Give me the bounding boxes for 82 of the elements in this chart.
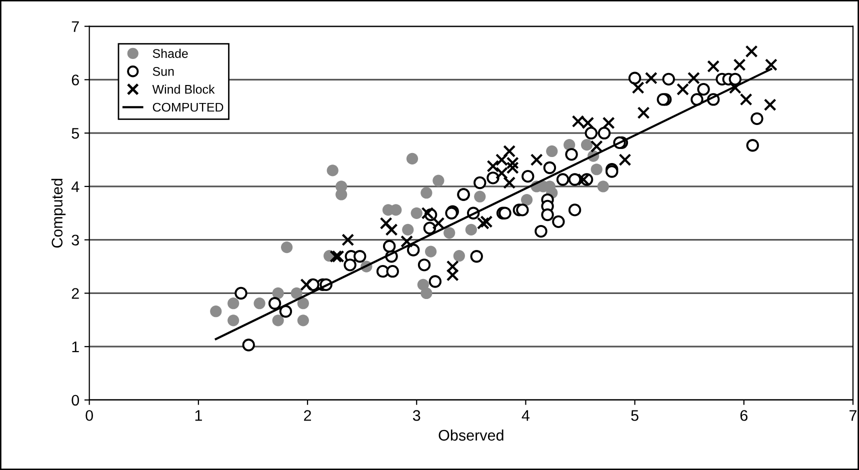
point — [486, 160, 500, 172]
point — [421, 206, 434, 220]
point — [297, 314, 309, 326]
point — [453, 250, 465, 262]
point — [228, 314, 240, 326]
point — [254, 298, 266, 310]
point — [632, 81, 644, 94]
x-tick-label: 4 — [522, 410, 530, 421]
x-tick-label: 6 — [740, 410, 748, 421]
point — [506, 162, 519, 174]
point — [590, 164, 602, 176]
point — [424, 246, 437, 258]
legend-label: Shade — [152, 48, 188, 58]
y-tick-label: 4 — [71, 181, 80, 192]
y-tick-label: 5 — [72, 128, 79, 139]
y-tick-label: 6 — [72, 74, 79, 86]
point — [530, 154, 543, 166]
x-axis-title: Observed — [438, 429, 504, 441]
x-tick-label: 5 — [631, 410, 638, 421]
point — [676, 83, 690, 96]
legend-label: COMPUTED — [152, 102, 224, 112]
point — [228, 298, 240, 310]
point — [602, 116, 615, 130]
point — [402, 224, 414, 236]
point — [637, 106, 650, 120]
point — [728, 81, 742, 94]
y-tick-label: 0 — [72, 394, 80, 406]
point — [420, 287, 432, 300]
y-tick-label: 7 — [72, 21, 79, 32]
point — [707, 60, 720, 73]
point — [503, 144, 516, 158]
point — [406, 152, 418, 165]
point — [733, 58, 746, 72]
point — [446, 268, 459, 282]
point — [597, 180, 609, 192]
point — [764, 58, 778, 72]
point — [272, 287, 284, 300]
y-tick-label: 2 — [72, 288, 79, 299]
point — [420, 187, 432, 199]
point — [342, 234, 354, 246]
point — [326, 164, 338, 176]
x-tick-label: 0 — [86, 410, 93, 421]
point — [476, 217, 490, 230]
point — [385, 223, 398, 236]
point — [300, 278, 313, 291]
point — [297, 298, 309, 310]
y-tick-label: 1 — [72, 342, 79, 352]
point — [280, 241, 293, 254]
point — [590, 140, 603, 153]
point — [503, 176, 516, 189]
point — [546, 145, 558, 158]
point — [618, 154, 632, 166]
point — [400, 235, 414, 248]
point — [432, 174, 444, 186]
point — [474, 190, 486, 202]
point — [210, 306, 222, 318]
point — [465, 224, 477, 236]
legend-label: Sun — [152, 67, 174, 76]
point — [444, 227, 456, 239]
point — [380, 217, 392, 230]
point — [272, 314, 284, 326]
point — [480, 215, 493, 228]
point — [520, 194, 533, 206]
point — [577, 173, 590, 186]
point — [290, 287, 302, 300]
y-axis-title: Computed — [51, 178, 66, 248]
point — [740, 93, 752, 106]
point — [495, 166, 508, 180]
point — [410, 207, 422, 219]
legend-label: Wind Block — [152, 84, 215, 94]
point — [764, 98, 776, 112]
x-tick-label: 1 — [195, 410, 202, 421]
point — [580, 139, 593, 151]
x-tick-label: 7 — [850, 410, 856, 421]
point — [432, 217, 445, 230]
point — [644, 72, 658, 84]
point — [446, 260, 459, 273]
x-tick-label: 2 — [304, 410, 312, 421]
x-tick-label: 3 — [412, 410, 420, 421]
y-tick-label: 3 — [72, 234, 79, 246]
point — [745, 45, 758, 58]
point — [687, 72, 700, 84]
